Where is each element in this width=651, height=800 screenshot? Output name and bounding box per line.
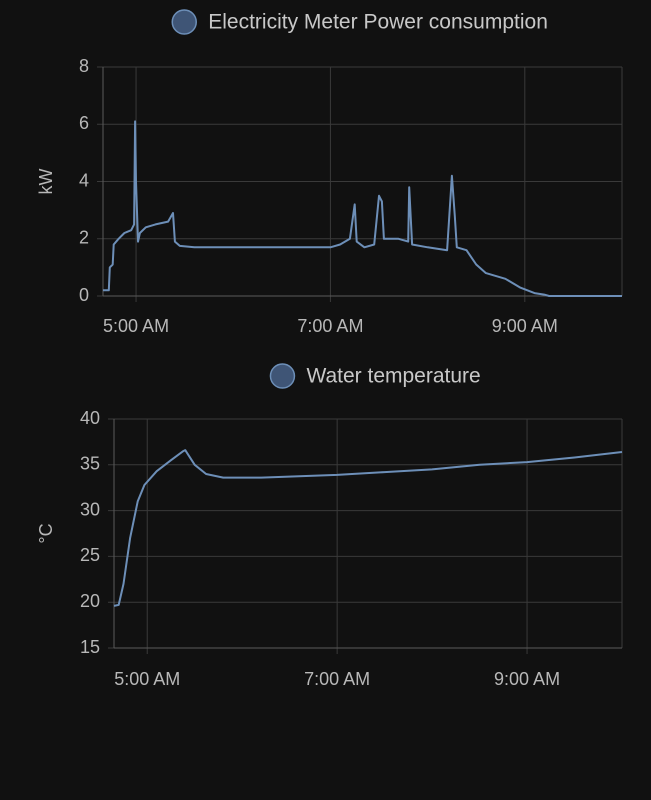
legend-label: Electricity Meter Power consumption: [208, 11, 548, 34]
y-tick-label: 15: [80, 637, 100, 657]
y-tick-label: 6: [79, 113, 89, 133]
y-tick-label: 0: [79, 285, 89, 305]
y-tick-label: 20: [80, 591, 100, 611]
y-tick-label: 30: [80, 499, 100, 519]
x-tick-label: 9:00 AM: [494, 669, 560, 689]
y-tick-label: 35: [80, 454, 100, 474]
legend-marker: [171, 9, 197, 35]
legend-marker: [269, 363, 296, 389]
y-tick-label: 25: [80, 545, 100, 565]
x-tick-label: 5:00 AM: [114, 669, 180, 689]
x-tick-label: 5:00 AM: [103, 316, 169, 336]
data-line: [103, 120, 622, 297]
y-axis-title: °C: [36, 523, 56, 543]
y-tick-label: 2: [79, 228, 89, 248]
legend-label: Water temperature: [306, 365, 480, 388]
x-tick-label: 7:00 AM: [304, 669, 370, 689]
x-tick-label: 9:00 AM: [492, 316, 558, 336]
y-axis-title: kW: [36, 169, 56, 195]
y-tick-label: 40: [80, 408, 100, 428]
x-tick-label: 7:00 AM: [297, 316, 363, 336]
data-line: [113, 449, 623, 607]
y-tick-label: 4: [79, 170, 89, 190]
y-tick-label: 8: [79, 56, 89, 76]
